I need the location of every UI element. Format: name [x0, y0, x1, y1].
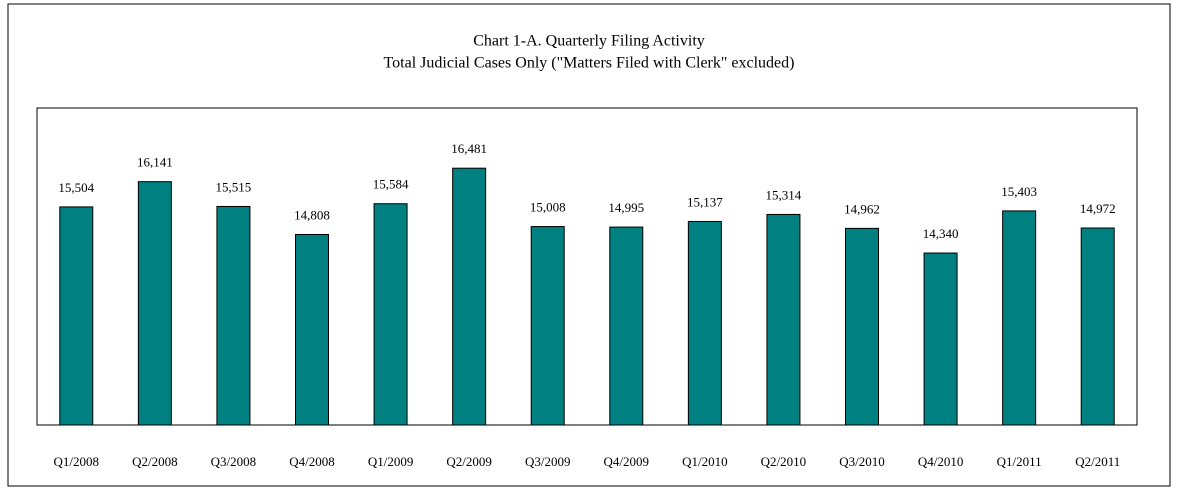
data-label: 16,141: [137, 155, 173, 170]
x-tick-label: Q2/2009: [446, 454, 492, 469]
bar: [923, 252, 958, 426]
x-tick-label: Q2/2010: [761, 454, 807, 469]
bar: [137, 181, 172, 426]
bar: [766, 213, 801, 426]
data-label: 15,515: [216, 179, 252, 194]
data-label: 14,962: [844, 201, 880, 216]
data-label: 14,340: [923, 226, 959, 241]
data-label: 15,008: [530, 200, 566, 215]
bar: [1002, 210, 1037, 426]
data-label: 15,403: [1001, 184, 1037, 199]
data-label: 15,137: [687, 194, 723, 209]
bar: [609, 226, 644, 426]
bar: [373, 203, 408, 426]
bar: [295, 233, 329, 426]
bar: [216, 205, 251, 426]
data-label: 14,972: [1080, 201, 1116, 216]
bar: [530, 226, 565, 426]
x-tick-label: Q2/2011: [1075, 454, 1120, 469]
x-tick-label: Q3/2009: [525, 454, 571, 469]
x-tick-label: Q1/2011: [997, 454, 1042, 469]
chart-title: Chart 1-A. Quarterly Filing Activity: [473, 33, 705, 50]
bar: [452, 167, 487, 426]
x-tick-label: Q3/2008: [211, 454, 257, 469]
data-label: 15,314: [766, 187, 802, 202]
bar: [845, 227, 879, 426]
x-tick-label: Q4/2008: [289, 454, 335, 469]
bar: [687, 220, 722, 426]
x-tick-label: Q1/2009: [368, 454, 414, 469]
x-tick-label: Q4/2009: [604, 454, 650, 469]
x-tick-label: Q2/2008: [132, 454, 178, 469]
data-label: 16,481: [451, 141, 487, 156]
plot-area: [36, 107, 1138, 426]
data-label: 15,504: [58, 180, 94, 195]
x-tick-label: Q1/2008: [54, 454, 100, 469]
x-tick-label: Q1/2010: [682, 454, 728, 469]
x-tick-label: Q3/2010: [839, 454, 885, 469]
chart-subtitle: Total Judicial Cases Only ("Matters File…: [384, 55, 795, 72]
data-label: 15,584: [373, 177, 409, 192]
x-tick-label: Q4/2010: [918, 454, 964, 469]
bar: [1080, 227, 1115, 426]
data-label: 14,808: [294, 207, 330, 222]
bar: [59, 206, 94, 426]
data-label: 14,995: [608, 200, 644, 215]
